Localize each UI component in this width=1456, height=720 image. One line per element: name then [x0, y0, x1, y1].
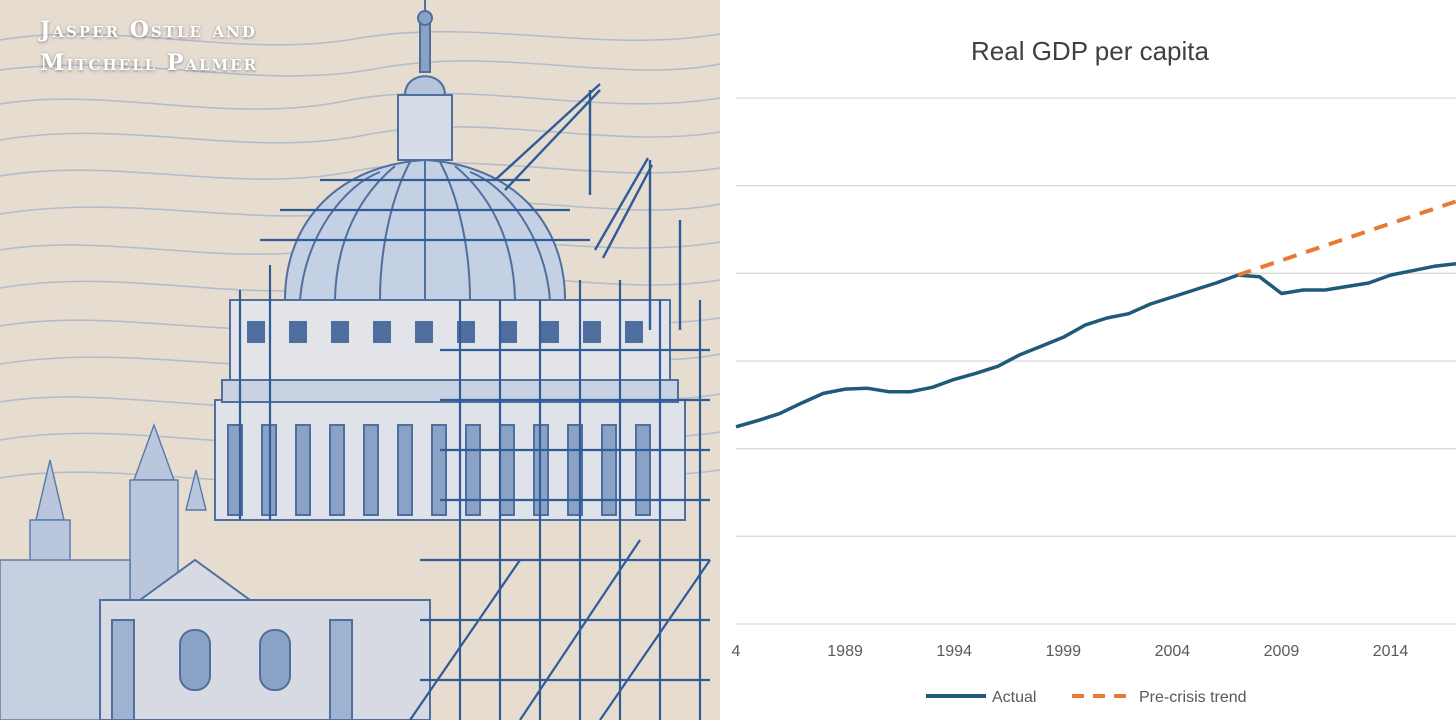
- dome: [283, 0, 567, 301]
- chart-panel: Real GDP per capita 4 1989 1994 1999 2004 200…: [720, 0, 1456, 720]
- x-tick-label: 1999: [1045, 643, 1081, 660]
- gdp-line-chart: Real GDP per capita 4 1989 1994 1999 2004 200…: [732, 36, 1456, 706]
- author-line-2: Mitchell Palmer: [40, 50, 259, 76]
- x-tick-label: 2004: [1155, 643, 1191, 660]
- series-lines: [735, 199, 1456, 429]
- scaffolding: [238, 178, 711, 720]
- dome-drum: [214, 299, 686, 521]
- legend-label-trend: Pre-crisis trend: [1139, 689, 1247, 706]
- x-tick-label: 2014: [1373, 643, 1409, 660]
- chart-title: Real GDP per capita: [971, 36, 1210, 66]
- legend-label-actual: Actual: [992, 689, 1036, 706]
- x-tick-label: 4: [732, 643, 741, 660]
- author-credits: Jasper Ostle and Mitchell Palmer: [40, 14, 258, 80]
- series-line-pre-crisis-trend: [1237, 199, 1456, 277]
- x-tick-label: 1989: [827, 643, 863, 660]
- construction-cranes: [494, 83, 682, 330]
- series-line-actual: [735, 261, 1456, 429]
- cathedral-facade: [99, 558, 431, 720]
- x-axis-ticks: 4 1989 1994 1999 2004 2009 2014: [732, 643, 1409, 660]
- gridlines: [736, 97, 1456, 625]
- chart-legend: Actual Pre-crisis trend: [926, 689, 1247, 706]
- book-cover: Jasper Ostle and Mitchell Palmer: [0, 0, 720, 720]
- author-line-1: Jasper Ostle and: [40, 17, 257, 43]
- cathedral-dome-illustration: [0, 0, 720, 720]
- x-tick-label: 1994: [936, 643, 972, 660]
- x-tick-label: 2009: [1264, 643, 1300, 660]
